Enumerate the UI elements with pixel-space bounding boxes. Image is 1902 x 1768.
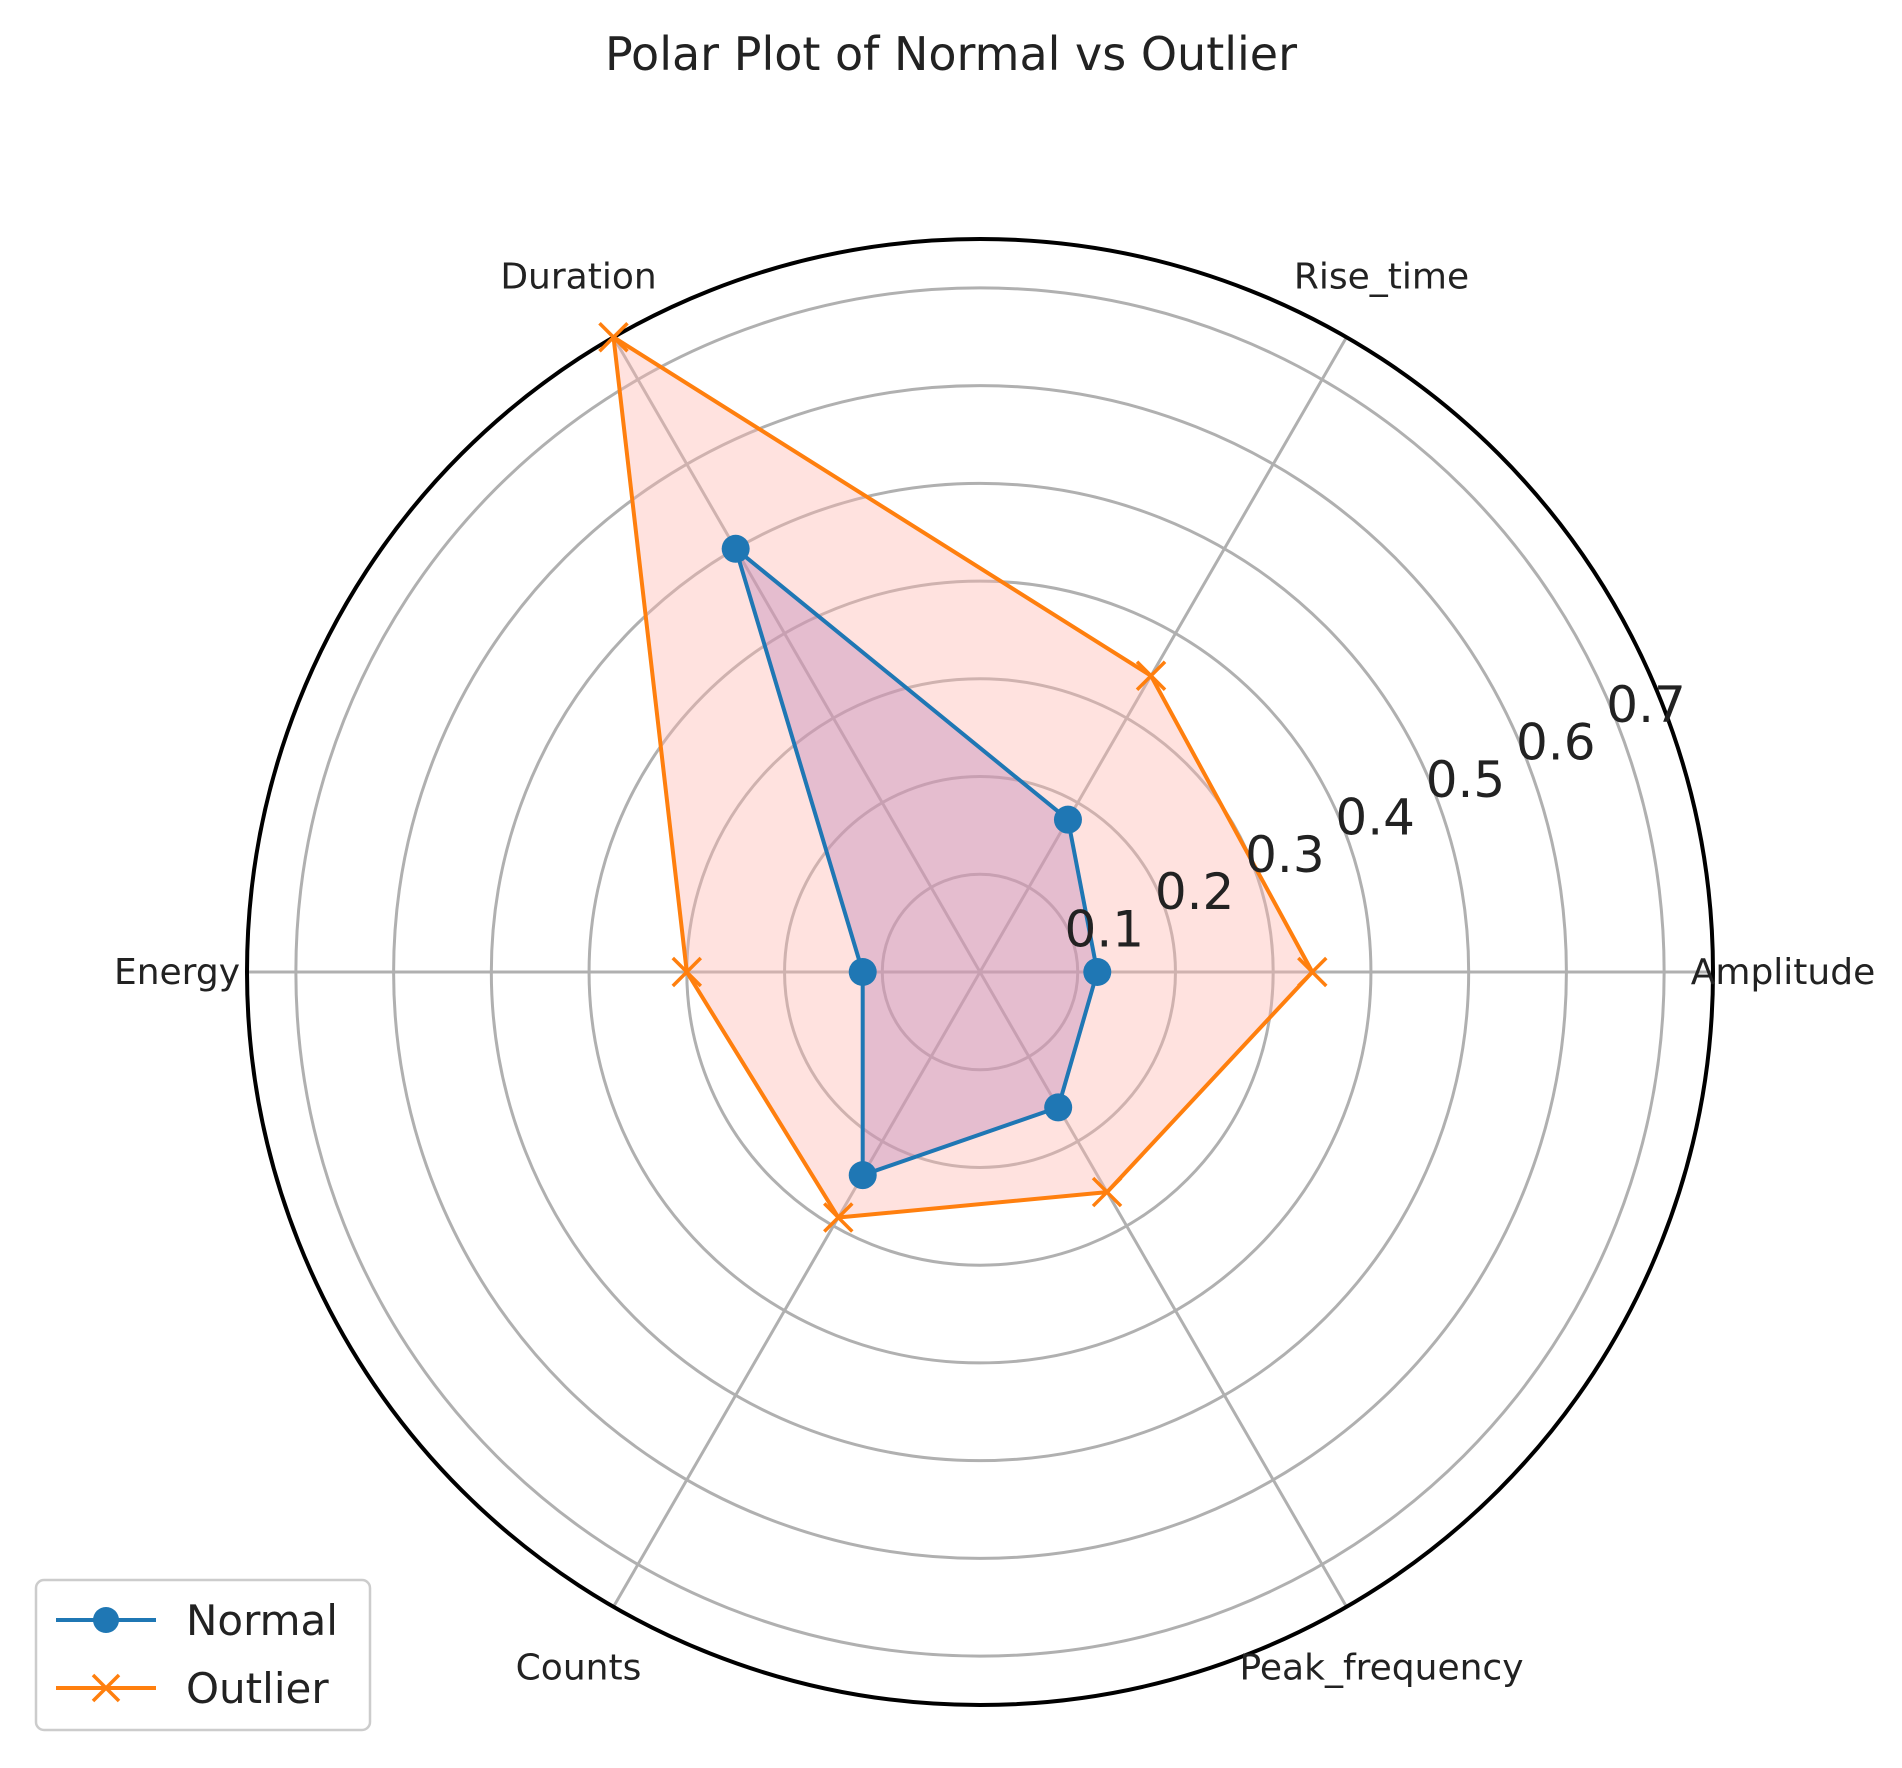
- category-label-peak-frequency: Peak_frequency: [1239, 1647, 1523, 1688]
- outlier-point-counts: [823, 1202, 854, 1233]
- legend: Normal Outlier: [34, 1578, 372, 1732]
- spoke-duration: [612, 336, 982, 973]
- chart-title: Polar Plot of Normal vs Outlier: [605, 27, 1297, 81]
- normal-point-energy: [848, 958, 877, 986]
- r-tick-label-1: 0.1: [1065, 901, 1145, 959]
- outlier-point-rise-time: [1135, 660, 1167, 691]
- legend-label-normal: Normal: [186, 1596, 338, 1645]
- category-label-rise-time: Rise_time: [1294, 257, 1469, 298]
- category-label-energy: Energy: [114, 952, 240, 993]
- r-tick-label-6: 0.6: [1516, 714, 1596, 772]
- spoke-peak-frequency: [978, 971, 1348, 1608]
- normal-point-amplitude: [1083, 958, 1112, 986]
- legend-marker-normal: [93, 1607, 119, 1633]
- r-tick-label-5: 0.5: [1426, 751, 1506, 809]
- category-label-duration: Duration: [500, 257, 656, 298]
- series-fill-normal: [735, 548, 1098, 1176]
- legend-item-outlier: Outlier: [56, 1664, 329, 1713]
- r-tick-label-7: 0.7: [1606, 676, 1686, 734]
- series-layer: [598, 321, 1328, 1233]
- outlier-point-amplitude: [1297, 956, 1328, 988]
- spoke-rise-time: [978, 336, 1348, 973]
- category-label-counts: Counts: [516, 1647, 642, 1688]
- outlier-point-energy: [671, 956, 703, 988]
- outlier-point-peak-frequency: [1091, 1176, 1123, 1208]
- outer-frame: [245, 237, 1715, 1707]
- r-tick-label-4: 0.4: [1335, 788, 1415, 846]
- legend-box: [34, 1578, 372, 1732]
- legend-marker-outlier: [91, 1673, 121, 1703]
- normal-point-counts: [848, 1161, 877, 1190]
- normal-point-rise-time: [1053, 805, 1082, 834]
- normal-point-duration: [721, 534, 750, 563]
- legend-label-outlier: Outlier: [186, 1664, 329, 1713]
- r-tick-label-3: 0.3: [1245, 826, 1325, 884]
- series-fill-outlier: [613, 337, 1313, 1218]
- category-label-amplitude: Amplitude: [1691, 952, 1875, 993]
- legend-item-normal: Normal: [56, 1596, 338, 1645]
- outlier-point-duration: [598, 321, 629, 353]
- label-layer: Amplitude Rise_time Duration Energy Counts Pe…: [114, 257, 1875, 1689]
- r-tick-label-2: 0.2: [1155, 863, 1235, 921]
- spoke-counts: [612, 971, 982, 1608]
- normal-point-peak-frequency: [1044, 1093, 1073, 1122]
